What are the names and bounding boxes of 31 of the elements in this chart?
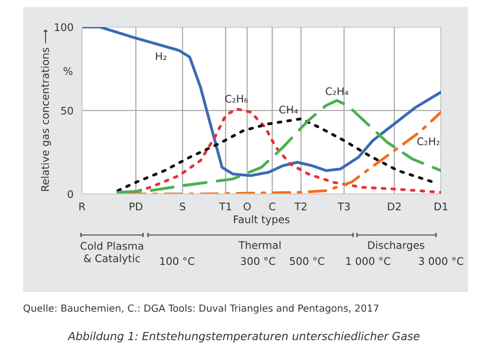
series-label: H₂ [156,52,166,60]
text: Abbildung 1: Entstehungstemperaturen unterschiedlicher Gase [67,332,420,342]
source-note: Quelle: Bauchemien, C.: DGA Tools: Duval Triangles and Pentagons, 2017 [24,304,378,314]
series-label: C₂H₆ [225,94,248,103]
x-tick-label: PD [130,202,142,210]
series-label: CH₄ [279,106,298,114]
text: Cold Plasma & Catalytic [80,242,144,264]
y-axis-title: Relative gas concentrations ⟶ [40,30,52,191]
x-tick-label: D1 [434,202,448,210]
x-tick-label: S [180,202,186,210]
text: 3 000 °C [418,257,464,266]
text: % [64,67,72,76]
series-label: C₂H₄ [326,87,348,96]
text: 1 000 °C [346,257,390,266]
y-tick-label: 50 [61,106,73,115]
x-tick-label: O [244,202,251,210]
series-label: C₂H₂ [417,137,440,146]
x-tick-label: R [79,202,86,210]
text: 500 °C [290,257,324,266]
text: Discharges [368,240,424,252]
x-tick-label: T3 [338,202,350,210]
text: 300 °C [240,257,276,266]
text: Thermal [238,240,280,250]
x-tick-label: T1 [219,202,232,210]
x-tick-label: C [269,202,276,210]
y-tick-label: 0 [68,190,73,198]
x-tick-label: T2 [294,202,306,210]
y-tick-label: 100 [54,23,73,32]
x-tick-label: D2 [388,202,401,210]
text: 100 °C [160,257,194,266]
x-axis-title: Fault types [234,215,290,226]
